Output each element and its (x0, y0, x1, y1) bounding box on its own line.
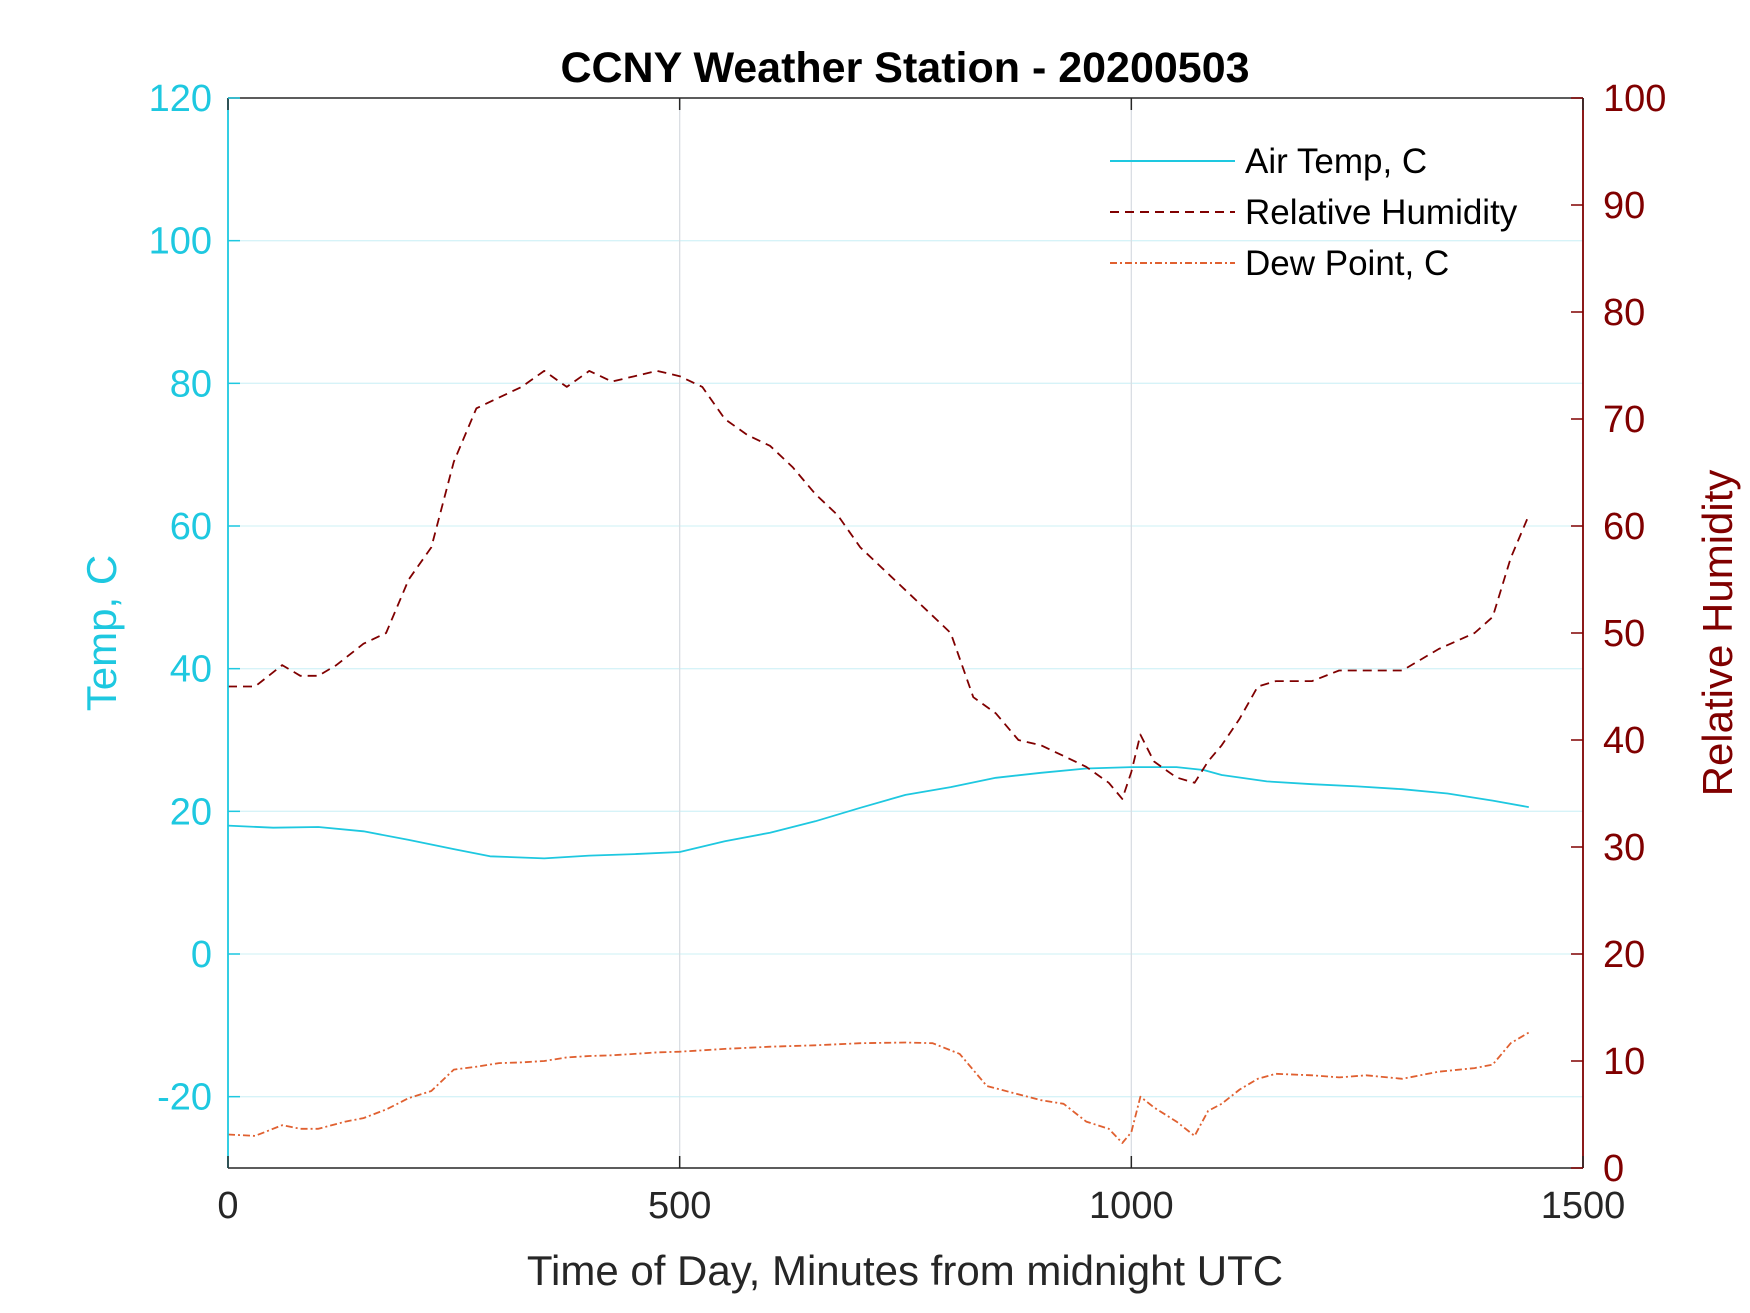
left-tick-label: -20 (157, 1077, 212, 1119)
right-tick-label: 20 (1603, 934, 1645, 976)
legend-label-dew: Dew Point, C (1245, 244, 1449, 283)
left-tick-label: 20 (170, 791, 212, 833)
series-line-relative-humidity (228, 369, 1530, 800)
series-lines (227, 369, 1530, 1144)
right-tick-label: 40 (1603, 720, 1645, 762)
x-axis-label: Time of Day, Minutes from midnight UTC (527, 1247, 1283, 1294)
right-tick-label: 90 (1603, 185, 1645, 227)
right-tick-label: 30 (1603, 827, 1645, 869)
legend-label-temp: Air Temp, C (1245, 142, 1427, 181)
x-tick-label: 500 (648, 1185, 711, 1227)
left-tick-label: 40 (170, 649, 212, 691)
right-tick-label: 80 (1603, 292, 1645, 334)
left-tick-label: 60 (170, 506, 212, 548)
left-tick-label: 120 (149, 78, 212, 120)
right-tick-label: 10 (1603, 1041, 1645, 1083)
right-tick-label: 0 (1603, 1148, 1624, 1190)
x-tick-label: 0 (217, 1185, 238, 1227)
left-tick-label: 100 (149, 221, 212, 263)
right-tick-label: 60 (1603, 506, 1645, 548)
right-tick-label: 100 (1603, 78, 1666, 120)
x-tick-label: 1000 (1089, 1185, 1174, 1227)
legend: Air Temp, C Relative Humidity Dew Point,… (1110, 142, 1518, 283)
chart-title: CCNY Weather Station - 20200503 (560, 44, 1249, 92)
vertical-gridlines (679, 98, 1132, 1168)
legend-label-humidity: Relative Humidity (1245, 193, 1518, 232)
right-tick-label: 70 (1603, 399, 1645, 441)
plot-area (228, 98, 1583, 1168)
left-tick-label: 0 (191, 934, 212, 976)
left-tick-label: 80 (170, 363, 212, 405)
series-line-air-temp (227, 766, 1529, 860)
left-axis-ticks: -20 0 20 40 60 80 100 120 (149, 78, 240, 1119)
right-axis-label: Relative Humidity (1694, 470, 1741, 797)
horizontal-gridlines (228, 240, 1583, 1098)
right-axis-ticks: 0 10 20 30 40 50 60 70 80 90 100 (1571, 78, 1666, 1190)
x-axis-ticks: 0 500 1000 1500 (217, 98, 1625, 1227)
left-axis-label: Temp, C (78, 555, 125, 711)
series-line-dew-point (227, 1031, 1530, 1144)
right-tick-label: 50 (1603, 613, 1645, 655)
x-tick-label: 1500 (1541, 1185, 1626, 1227)
